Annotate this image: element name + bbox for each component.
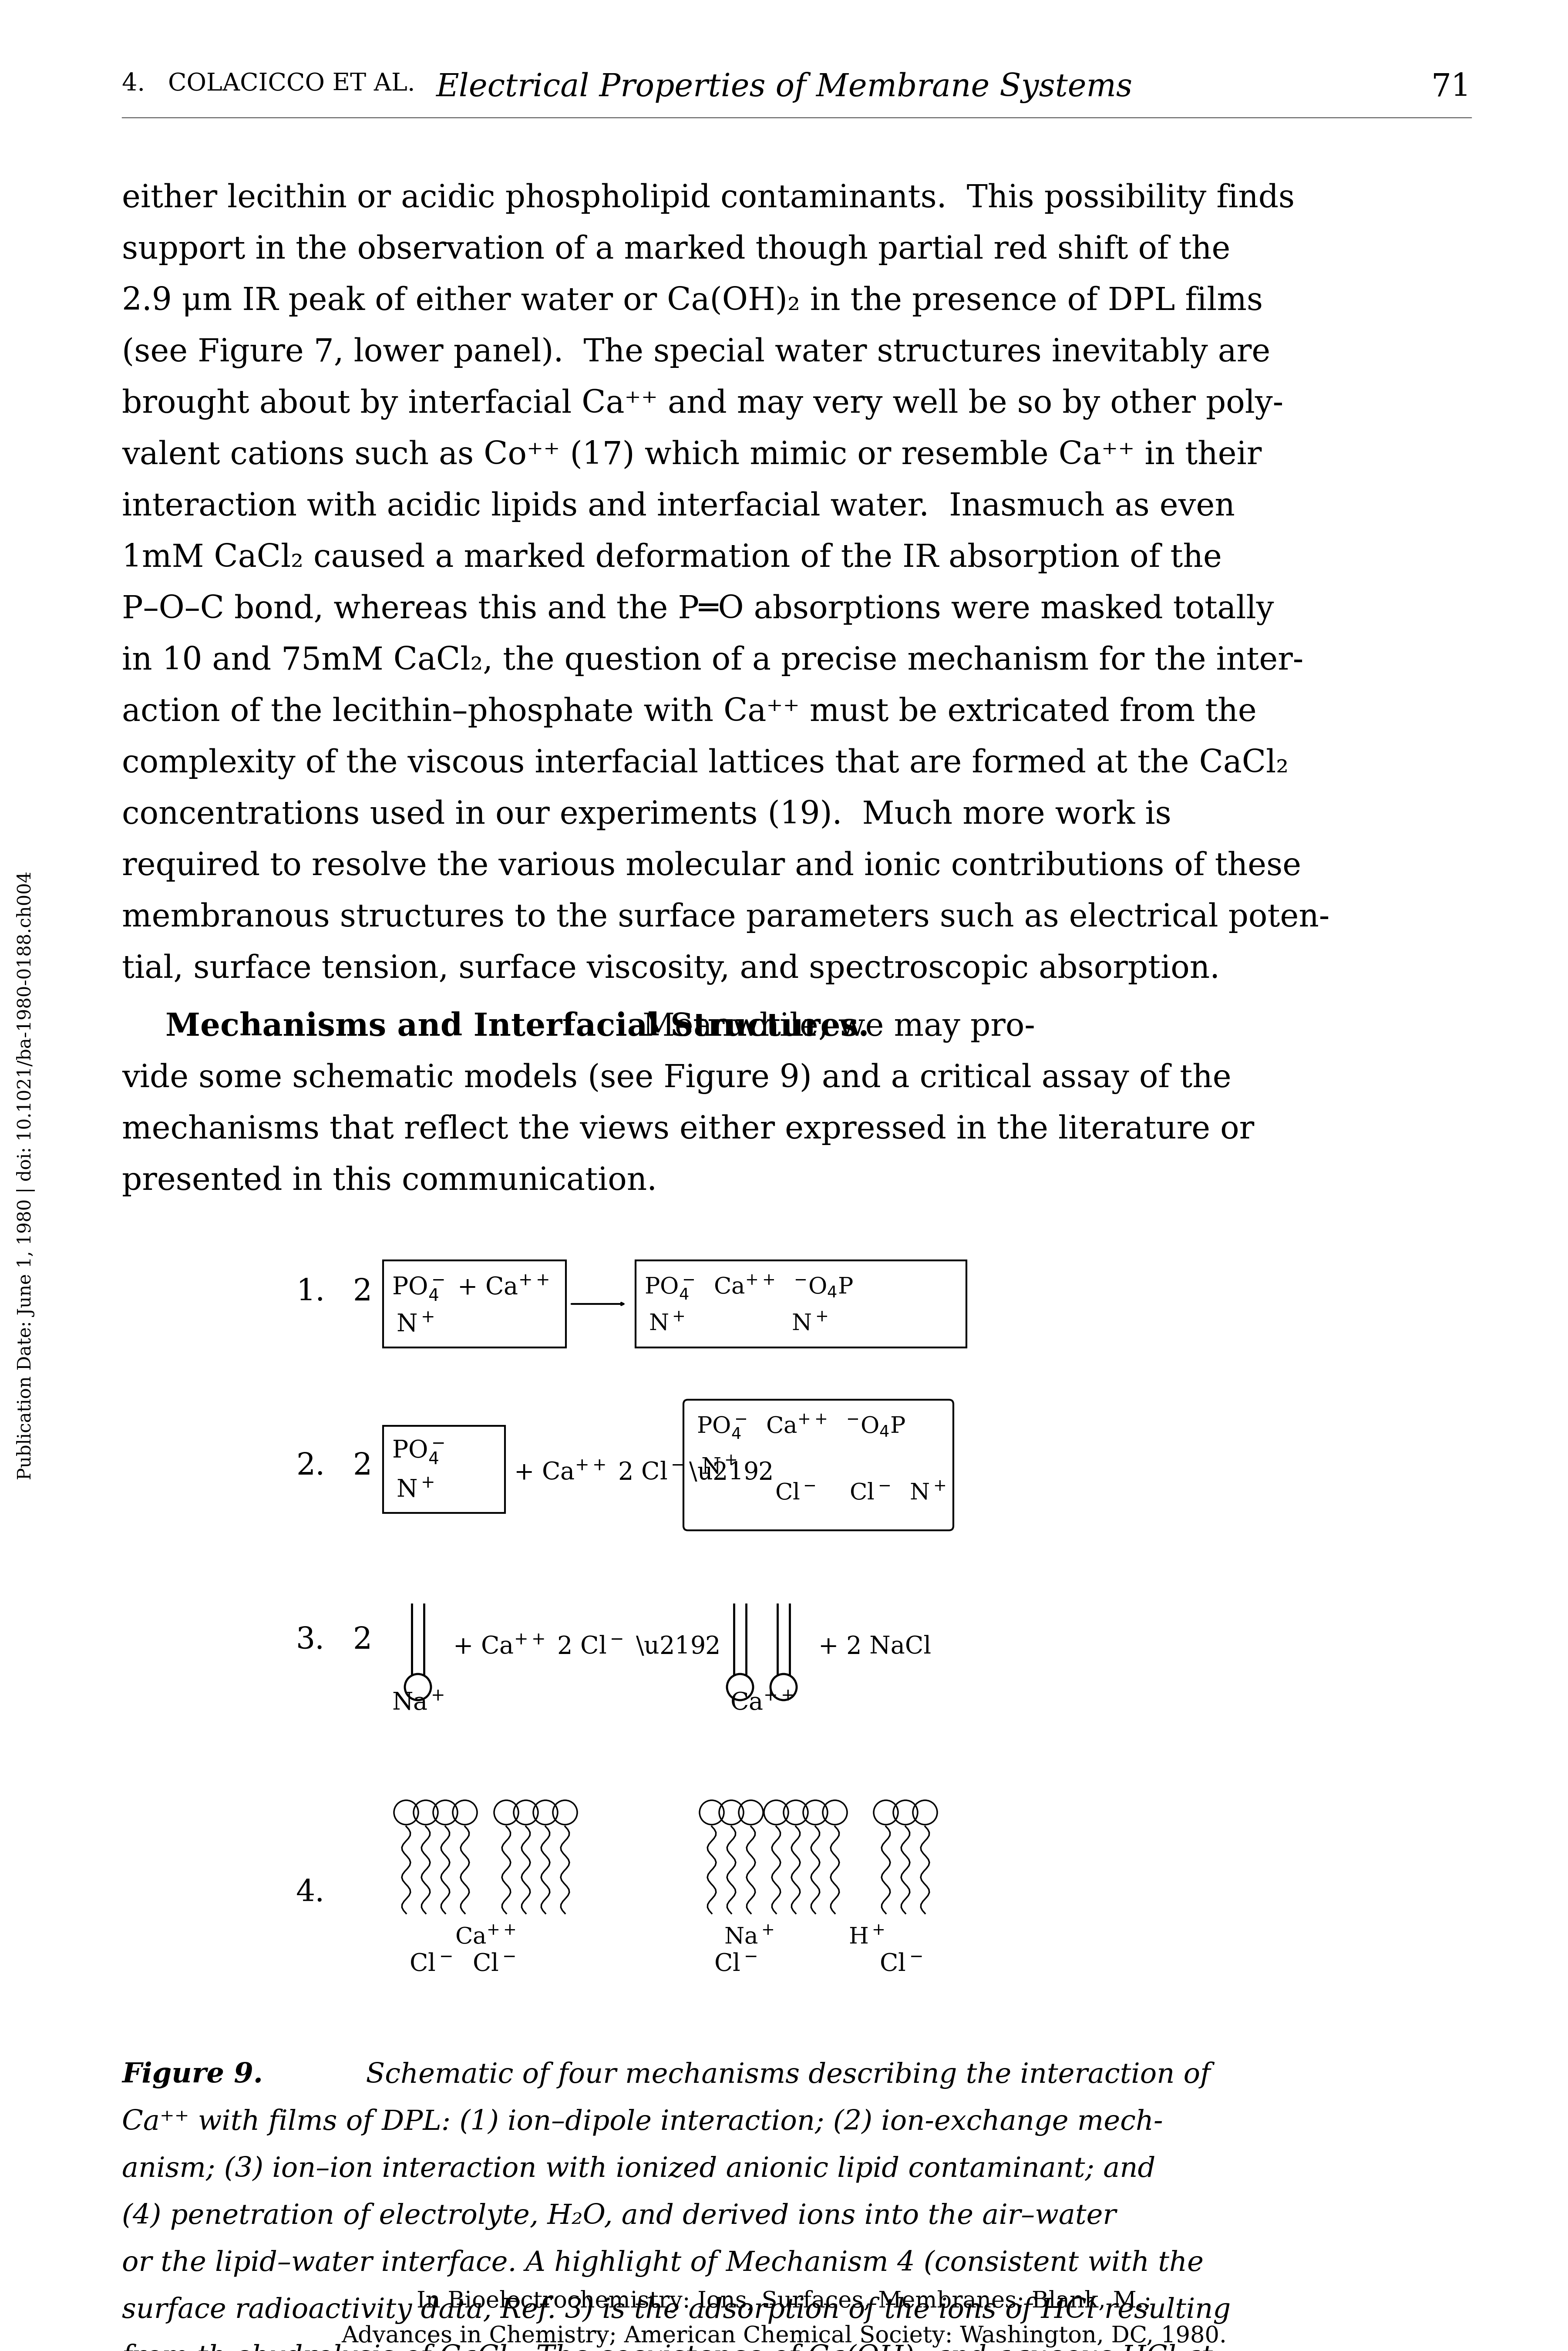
- Text: H$^+$: H$^+$: [848, 1925, 884, 1949]
- Text: Electrical Properties of Membrane Systems: Electrical Properties of Membrane System…: [436, 73, 1132, 103]
- Text: or the lipid–water interface. A highlight of Mechanism 4 (consistent with the: or the lipid–water interface. A highligh…: [122, 2250, 1204, 2278]
- Text: concentrations used in our experiments (19).  Much more work is: concentrations used in our experiments (…: [122, 799, 1171, 830]
- Text: N$^+$: N$^+$: [397, 1312, 434, 1335]
- Text: N$^+$: N$^+$: [701, 1455, 737, 1479]
- Text: 71: 71: [1432, 73, 1471, 103]
- Text: Cl$^-$: Cl$^-$: [713, 1954, 757, 1977]
- Text: complexity of the viscous interfacial lattices that are formed at the CaCl₂: complexity of the viscous interfacial la…: [122, 748, 1289, 778]
- Text: + Ca$^{++}$ 2 Cl$^-$\u2192: + Ca$^{++}$ 2 Cl$^-$\u2192: [514, 1460, 771, 1486]
- Text: Advances in Chemistry; American Chemical Society: Washington, DC, 1980.: Advances in Chemistry; American Chemical…: [342, 2325, 1226, 2349]
- Text: 4.   COLACICCO ET AL.: 4. COLACICCO ET AL.: [122, 73, 416, 96]
- Text: N$^+$: N$^+$: [397, 1479, 434, 1502]
- Text: PO$_4^-$ + Ca$^{++}$: PO$_4^-$ + Ca$^{++}$: [392, 1274, 549, 1302]
- Text: interaction with acidic lipids and interfacial water.  Inasmuch as even: interaction with acidic lipids and inter…: [122, 491, 1236, 522]
- Text: surface radioactivity data, Ref. 3) is the adsorption of the ions of HCl resulti: surface radioactivity data, Ref. 3) is t…: [122, 2297, 1231, 2325]
- Text: action of the lecithin–phosphate with Ca⁺⁺ must be extricated from the: action of the lecithin–phosphate with Ca…: [122, 696, 1256, 726]
- Text: + 2 NaCl: + 2 NaCl: [818, 1634, 931, 1660]
- Text: Meanwhile, we may pro-: Meanwhile, we may pro-: [622, 1011, 1035, 1041]
- Text: in 10 and 75mM CaCl₂, the question of a precise mechanism for the inter-: in 10 and 75mM CaCl₂, the question of a …: [122, 644, 1303, 677]
- Text: 2: 2: [353, 1627, 372, 1655]
- Text: In Bioelectrochemistry: Ions, Surfaces, Membranes; Blank, M.;: In Bioelectrochemistry: Ions, Surfaces, …: [417, 2290, 1151, 2313]
- Text: Ca$^{++}$: Ca$^{++}$: [455, 1925, 516, 1949]
- Text: presented in this communication.: presented in this communication.: [122, 1166, 657, 1197]
- Text: required to resolve the various molecular and ionic contributions of these: required to resolve the various molecula…: [122, 851, 1301, 882]
- Text: support in the observation of a marked though partial red shift of the: support in the observation of a marked t…: [122, 235, 1231, 266]
- Text: Publication Date: June 1, 1980 | doi: 10.1021/ba-1980-0188.ch004: Publication Date: June 1, 1980 | doi: 10…: [17, 872, 36, 1479]
- Text: Na$^+$: Na$^+$: [724, 1925, 773, 1949]
- Text: either lecithin or acidic phospholipid contaminants.  This possibility finds: either lecithin or acidic phospholipid c…: [122, 183, 1295, 214]
- Text: Ca$^{++}$: Ca$^{++}$: [729, 1690, 793, 1716]
- Text: Cl$^-$: Cl$^-$: [880, 1954, 922, 1977]
- Bar: [383, 1260, 566, 1347]
- Text: Ca⁺⁺ with films of DPL: (1) ion–dipole interaction; (2) ion-exchange mech-: Ca⁺⁺ with films of DPL: (1) ion–dipole i…: [122, 2109, 1163, 2137]
- Text: 4.: 4.: [296, 1878, 325, 1907]
- Text: valent cations such as Co⁺⁺ (17) which mimic or resemble Ca⁺⁺ in their: valent cations such as Co⁺⁺ (17) which m…: [122, 440, 1262, 470]
- Text: vide some schematic models (see Figure 9) and a critical assay of the: vide some schematic models (see Figure 9…: [122, 1063, 1231, 1093]
- Text: 2: 2: [353, 1279, 372, 1307]
- Text: 3.: 3.: [296, 1627, 325, 1655]
- Text: Cl$^-$  Cl$^-$: Cl$^-$ Cl$^-$: [409, 1954, 516, 1977]
- Text: Cl$^-$    Cl$^-$  N$^+$: Cl$^-$ Cl$^-$ N$^+$: [775, 1483, 946, 1505]
- Text: + Ca$^{++}$ 2 Cl$^-$ \u2192: + Ca$^{++}$ 2 Cl$^-$ \u2192: [453, 1634, 718, 1660]
- Text: tial, surface tension, surface viscosity, and spectroscopic absorption.: tial, surface tension, surface viscosity…: [122, 955, 1220, 985]
- Text: (see Figure 7, lower panel).  The special water structures inevitably are: (see Figure 7, lower panel). The special…: [122, 336, 1270, 369]
- Text: mechanisms that reflect the views either expressed in the literature or: mechanisms that reflect the views either…: [122, 1114, 1254, 1145]
- Text: anism; (3) ion–ion interaction with ionized anionic lipid contaminant; and: anism; (3) ion–ion interaction with ioni…: [122, 2156, 1156, 2182]
- Text: (4) penetration of electrolyte, H₂O, and derived ions into the air–water: (4) penetration of electrolyte, H₂O, and…: [122, 2203, 1116, 2231]
- Text: N$^+$              N$^+$: N$^+$ N$^+$: [649, 1312, 828, 1335]
- Text: PO$_4^-$: PO$_4^-$: [392, 1439, 445, 1465]
- Text: Mechanisms and Interfacial Structures.: Mechanisms and Interfacial Structures.: [165, 1011, 869, 1041]
- Text: 1.: 1.: [296, 1279, 325, 1307]
- Text: 2.9 μm IR peak of either water or Ca(OH)₂ in the presence of DPL films: 2.9 μm IR peak of either water or Ca(OH)…: [122, 284, 1262, 317]
- Text: Schematic of four mechanisms describing the interaction of: Schematic of four mechanisms describing …: [348, 2062, 1210, 2090]
- Text: brought about by interfacial Ca⁺⁺ and may very well be so by other poly-: brought about by interfacial Ca⁺⁺ and ma…: [122, 388, 1283, 418]
- Text: from th ehydrolysis of CaCl₄. The coexistence of Ca(OH)₂ and aqueous HCl at: from th ehydrolysis of CaCl₄. The coexis…: [122, 2344, 1214, 2351]
- Text: Na$^+$: Na$^+$: [392, 1690, 444, 1716]
- Text: 1mM CaCl₂ caused a marked deformation of the IR absorption of the: 1mM CaCl₂ caused a marked deformation of…: [122, 543, 1221, 574]
- Text: 2: 2: [353, 1453, 372, 1481]
- Bar: [635, 1260, 966, 1347]
- Text: Figure 9.: Figure 9.: [122, 2062, 263, 2088]
- Text: membranous structures to the surface parameters such as electrical poten-: membranous structures to the surface par…: [122, 903, 1330, 933]
- Bar: [383, 1425, 505, 1514]
- Text: PO$_4^-$  Ca$^{++}$  $^{-}$O$_4$P: PO$_4^-$ Ca$^{++}$ $^{-}$O$_4$P: [644, 1274, 853, 1300]
- Text: 2.: 2.: [296, 1453, 325, 1481]
- Text: PO$_4^-$  Ca$^{++}$  $^{-}$O$_4$P: PO$_4^-$ Ca$^{++}$ $^{-}$O$_4$P: [696, 1413, 906, 1441]
- Text: P–O–C bond, whereas this and the P═O absorptions were masked totally: P–O–C bond, whereas this and the P═O abs…: [122, 595, 1273, 625]
